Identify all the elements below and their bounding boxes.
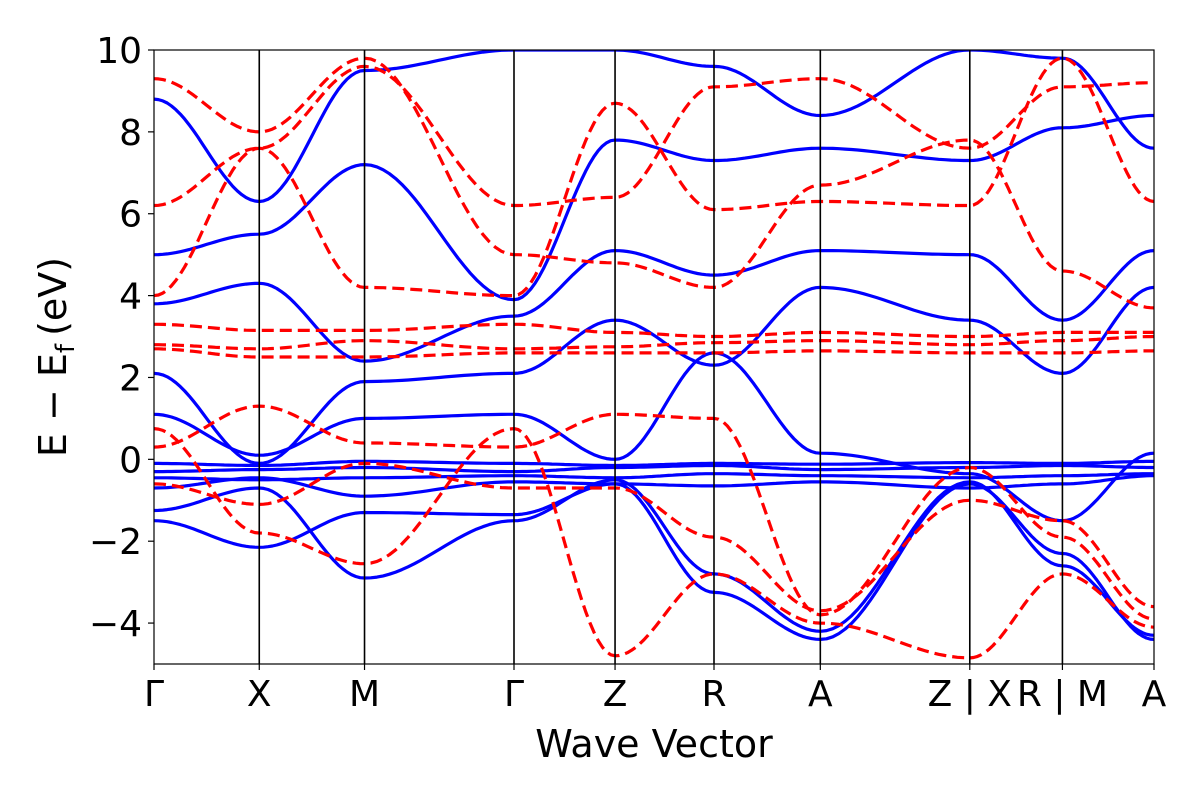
band-dashed-1 <box>154 334 1154 351</box>
band-solid-4 <box>154 482 1154 641</box>
kpoint-lines <box>258 50 1064 664</box>
band-dashed-8 <box>154 461 1154 613</box>
y-tick-label-1: −2 <box>89 522 142 563</box>
band-dashed-2 <box>154 322 1154 339</box>
x-tick-label-9: A <box>1142 674 1167 715</box>
y-tick-label-6: 8 <box>119 113 142 154</box>
band-dashed-5 <box>154 56 1154 298</box>
y-tick-label-0: −4 <box>89 604 142 645</box>
band-solid-3 <box>154 474 1154 498</box>
band-solid-8 <box>154 113 1154 302</box>
y-axis-title-subscript: f <box>51 343 81 353</box>
band-solid-6 <box>154 285 1154 465</box>
y-tick-label-5: 6 <box>119 195 142 236</box>
band-solid-9 <box>154 50 1154 204</box>
band-dashed-4 <box>154 404 1154 621</box>
band-solid-7 <box>154 249 1154 363</box>
x-axis-title: Wave Vector <box>535 722 773 766</box>
y-axis-title: E − Ef (eV) <box>31 257 81 457</box>
y-axis-title-unit: (eV) <box>31 257 75 336</box>
bands-layer <box>154 50 1154 660</box>
band-dashed-6 <box>154 64 1154 208</box>
band-solid-5 <box>154 351 1154 523</box>
y-tick-label-3: 2 <box>119 358 142 399</box>
y-tick-label-4: 4 <box>119 277 142 318</box>
y-tick-label-2: 0 <box>119 440 142 481</box>
band-solid-10 <box>154 478 1154 637</box>
y-axis-title-main: E − E <box>31 353 75 457</box>
band-solid-1 <box>154 463 1154 474</box>
band-solid-2 <box>154 472 1154 482</box>
band-dashed-7 <box>154 56 1154 310</box>
band-solid-0 <box>154 459 1154 468</box>
x-tick-label-5: R <box>701 674 726 715</box>
plot-frame <box>153 49 1155 665</box>
y-tick-label-7: 10 <box>96 31 142 72</box>
y-ticks: −4 −2 0 2 4 6 8 10 <box>89 31 154 645</box>
x-tick-label-4: Z <box>603 674 628 715</box>
band-dashed-3 <box>154 427 1154 660</box>
x-tick-label-1: X <box>247 674 272 715</box>
x-tick-label-0: Γ <box>144 674 164 715</box>
x-tick-label-3: Γ <box>504 674 524 715</box>
x-tick-label-2: M <box>349 674 380 715</box>
x-tick-label-7: Z | X <box>928 674 1012 715</box>
x-tick-label-6: A <box>808 674 833 715</box>
band-dashed-0 <box>154 347 1154 359</box>
x-tick-label-8: R | M <box>1017 674 1108 715</box>
